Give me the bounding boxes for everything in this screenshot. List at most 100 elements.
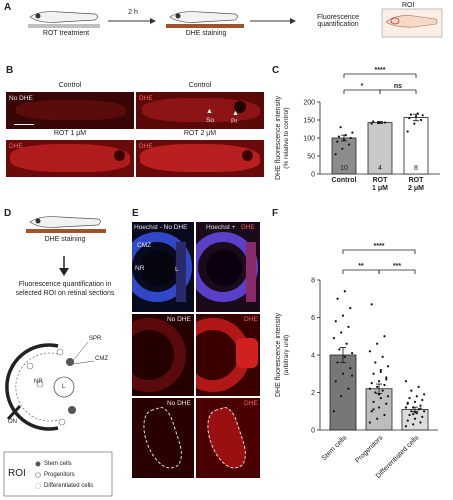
data-point [334, 320, 337, 323]
y-tick-label: 4 [311, 353, 315, 360]
data-point [406, 419, 409, 422]
y-tick-label: 50 [307, 154, 315, 161]
d-legend-diff: Differentiated cells [44, 483, 94, 489]
e-img-hoechst-dhe [196, 222, 260, 312]
data-point [343, 290, 346, 293]
data-point [376, 417, 379, 420]
e-img-nodhe-mid [132, 314, 194, 396]
y-tick-label: 8 [311, 278, 315, 285]
significance-bracket [343, 73, 417, 78]
significance-label: ns [394, 83, 402, 90]
data-point [370, 122, 373, 125]
data-point [377, 121, 380, 124]
data-point [408, 397, 411, 400]
e-bot-right: DHE [244, 400, 258, 407]
data-point [416, 112, 419, 115]
data-point [423, 410, 426, 413]
data-point [421, 415, 424, 418]
e-img-dhe-mid [196, 314, 260, 396]
chart-c: 0 50 100 150 200 DHE fluorescence intensity (%… [275, 67, 440, 192]
data-point [423, 393, 426, 396]
b-col4-title: ROT 2 μM [183, 130, 217, 137]
y-tick-label: 0 [311, 428, 315, 435]
b-img-control-dhe [136, 92, 264, 129]
b-tag-dhe-3: DHE [139, 143, 153, 150]
b-img-rot1 [6, 140, 134, 177]
significance-label: *** [393, 263, 401, 270]
data-point [370, 303, 373, 306]
data-point [344, 134, 347, 137]
e-bot-left: No DHE [167, 400, 191, 407]
x-tick-label: Progenitors [354, 434, 385, 465]
pr-marker: ▲ [232, 110, 239, 117]
data-point [385, 376, 388, 379]
data-point [383, 335, 386, 338]
data-point [379, 370, 382, 373]
data-point [421, 398, 424, 402]
data-point [404, 380, 407, 383]
data-point [349, 136, 352, 140]
b-img-rot2 [136, 140, 264, 177]
b-img-nodhe [6, 92, 134, 129]
data-point [351, 352, 354, 355]
data-point [334, 153, 337, 156]
significance-bracket [342, 269, 380, 274]
x-tick-label: ROT [373, 177, 389, 184]
data-point [379, 397, 382, 400]
data-point [345, 342, 348, 345]
larva-icon-1 [28, 11, 100, 28]
b-tag-nodhe: No DHE [9, 95, 33, 102]
panel-d-schematic [3, 216, 113, 497]
significance-bracket [379, 89, 417, 94]
data-point [376, 342, 379, 345]
d-on: ON [8, 419, 17, 425]
y-axis-label: DHE fluorescence intensity [275, 312, 282, 397]
data-point [351, 131, 354, 134]
data-point [409, 113, 413, 116]
data-point [332, 410, 335, 413]
data-point [408, 117, 411, 120]
data-point [339, 126, 342, 129]
x-tick-label: 2 μM [408, 185, 424, 192]
n-label: 4 [378, 165, 382, 172]
data-point [340, 331, 343, 334]
y-tick-label: 200 [303, 100, 315, 107]
y-tick-label: 0 [311, 172, 315, 179]
data-point [338, 348, 341, 351]
data-point [406, 401, 409, 404]
data-point [387, 395, 390, 398]
data-point [413, 400, 417, 403]
so-marker: ▲ [206, 108, 213, 115]
data-point [404, 425, 407, 428]
data-point [374, 391, 377, 394]
significance-label: **** [375, 67, 386, 74]
bar [329, 354, 357, 431]
data-point [351, 374, 354, 377]
y-axis-label-2: (% relative to control) [283, 107, 290, 168]
data-point [372, 120, 375, 123]
data-point [347, 143, 351, 146]
data-point [341, 314, 345, 317]
data-point [341, 147, 344, 150]
significance-label: **** [374, 243, 385, 250]
data-point [421, 114, 424, 117]
x-tick-label: ROT [409, 177, 425, 184]
x-tick-label: Stem cells [321, 434, 349, 462]
e-img-hoechst-nodhe [132, 222, 194, 312]
panel-f-label: F [272, 208, 279, 219]
data-point [374, 361, 377, 364]
n-label: 10 [340, 165, 348, 172]
d-cmz: CMZ [95, 356, 108, 362]
data-point [412, 412, 415, 416]
e-mid-right: DHE [244, 316, 258, 323]
data-point [377, 380, 381, 383]
data-point [383, 121, 387, 124]
panel-d-label: D [4, 208, 12, 219]
bar [403, 117, 429, 175]
panel-e-label: E [132, 208, 139, 219]
x-tick-label: Control [332, 177, 357, 184]
data-point [385, 378, 388, 381]
data-point [372, 400, 375, 403]
data-point [372, 372, 375, 375]
data-point [347, 387, 350, 390]
